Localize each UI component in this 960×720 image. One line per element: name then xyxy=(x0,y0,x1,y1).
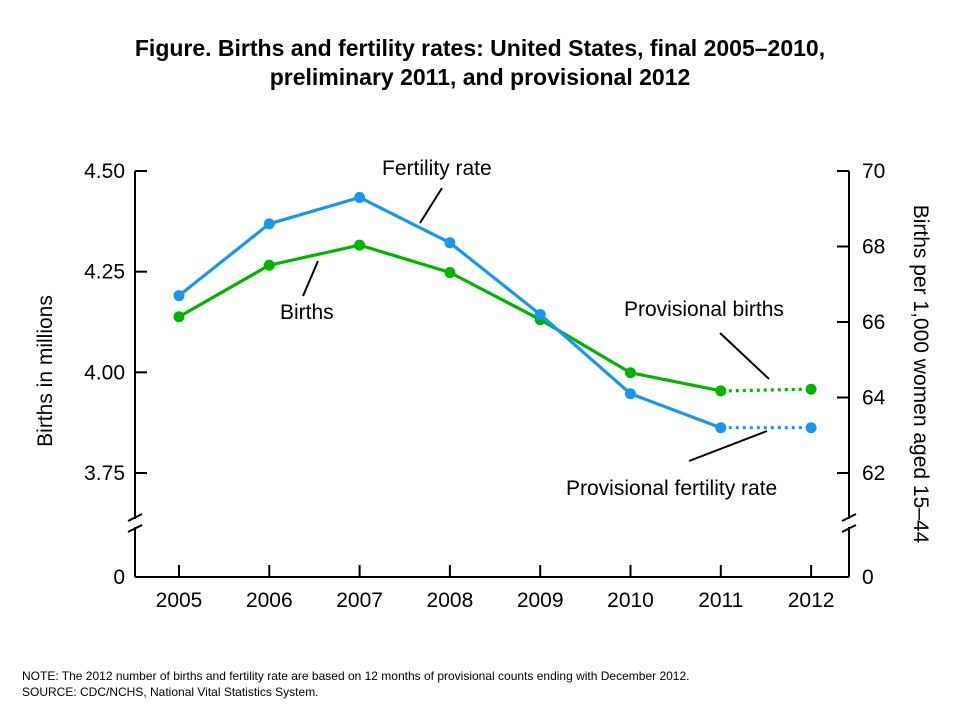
births-point xyxy=(625,367,636,379)
series-layer xyxy=(173,191,817,434)
x-tick-label: 2009 xyxy=(517,589,564,612)
births-annotation: Births xyxy=(280,301,334,324)
births-point xyxy=(263,259,275,271)
right-axis-title: Births per 1,000 women aged 15–44 xyxy=(909,205,932,544)
births-point xyxy=(173,311,185,323)
fertility-rate-point xyxy=(444,237,456,249)
x-tick-label: 2005 xyxy=(156,589,203,612)
fertility-rate-point xyxy=(354,191,366,203)
x-tick-label: 2011 xyxy=(698,589,743,612)
chart-title-line-1: Figure. Births and fertility rates: Unit… xyxy=(134,35,826,61)
right-tick-label: 62 xyxy=(862,462,885,485)
provisional-births-annotation: Provisional births xyxy=(624,298,784,321)
right-tick-label: 64 xyxy=(862,387,886,410)
x-tick-label: 2006 xyxy=(246,589,293,612)
right-tick-label: 68 xyxy=(862,236,885,259)
births-point xyxy=(354,239,366,251)
fertility-rate-point xyxy=(805,422,817,434)
source-text: SOURCE: CDC/NCHS, National Vital Statist… xyxy=(22,685,319,699)
annotations xyxy=(302,187,770,462)
note-text: NOTE: The 2012 number of births and fert… xyxy=(22,669,690,683)
births-fertility-chart: 4.50 4.25 4.00 3.75 0 70 68 66 64 62 0 2005 2006 2007… xyxy=(34,157,932,612)
births-point xyxy=(715,385,727,397)
provisional-births-leader-line xyxy=(719,332,770,380)
fertility-rate-leader-line xyxy=(419,187,443,224)
fertility-rate-point xyxy=(263,218,275,230)
notes: NOTE: The 2012 number of births and fert… xyxy=(22,668,689,700)
left-zero-label: 0 xyxy=(113,566,125,589)
left-tick-label: 4.25 xyxy=(84,261,125,284)
births-point xyxy=(805,383,817,395)
chart-title: Figure. Births and fertility rates: Unit… xyxy=(0,34,960,92)
right-zero-label: 0 xyxy=(862,566,874,589)
axes xyxy=(127,171,857,578)
left-axis-break-mark-2 xyxy=(127,524,143,533)
x-tick-label: 2010 xyxy=(607,589,654,612)
right-tick-label: 66 xyxy=(862,311,885,334)
fertility-rate-point xyxy=(173,290,185,302)
right-tick-label: 70 xyxy=(862,160,885,183)
provisional-fertility-leader-line xyxy=(688,430,768,462)
provisional-fertility-annotation: Provisional fertility rate xyxy=(566,477,777,500)
fertility-rate-point xyxy=(625,388,636,400)
chart-title-line-2: preliminary 2011, and provisional 2012 xyxy=(269,64,691,90)
right-axis-break-mark-2 xyxy=(841,524,857,533)
births-leader-line xyxy=(302,260,319,297)
right-axis-break-mark-1 xyxy=(841,513,857,522)
births-provisional-dotted-line xyxy=(728,387,804,393)
x-tick-label: 2008 xyxy=(427,589,474,612)
left-axis-break-mark-1 xyxy=(127,513,143,522)
fertility-rate-point xyxy=(715,422,727,434)
fertility-rate-point xyxy=(534,308,546,320)
x-tick-label: 2012 xyxy=(788,589,835,612)
left-tick-label: 4.50 xyxy=(84,160,125,183)
x-tick-label: 2007 xyxy=(336,589,383,612)
left-tick-label: 3.75 xyxy=(84,462,125,485)
left-tick-label: 4.00 xyxy=(84,361,125,384)
fertility-rate-annotation: Fertility rate xyxy=(382,157,492,180)
births-point xyxy=(444,266,456,278)
left-axis-title: Births in millions xyxy=(34,295,57,447)
axis-ticks: 4.50 4.25 4.00 3.75 0 70 68 66 64 62 0 2005 2006 2007… xyxy=(84,160,886,612)
